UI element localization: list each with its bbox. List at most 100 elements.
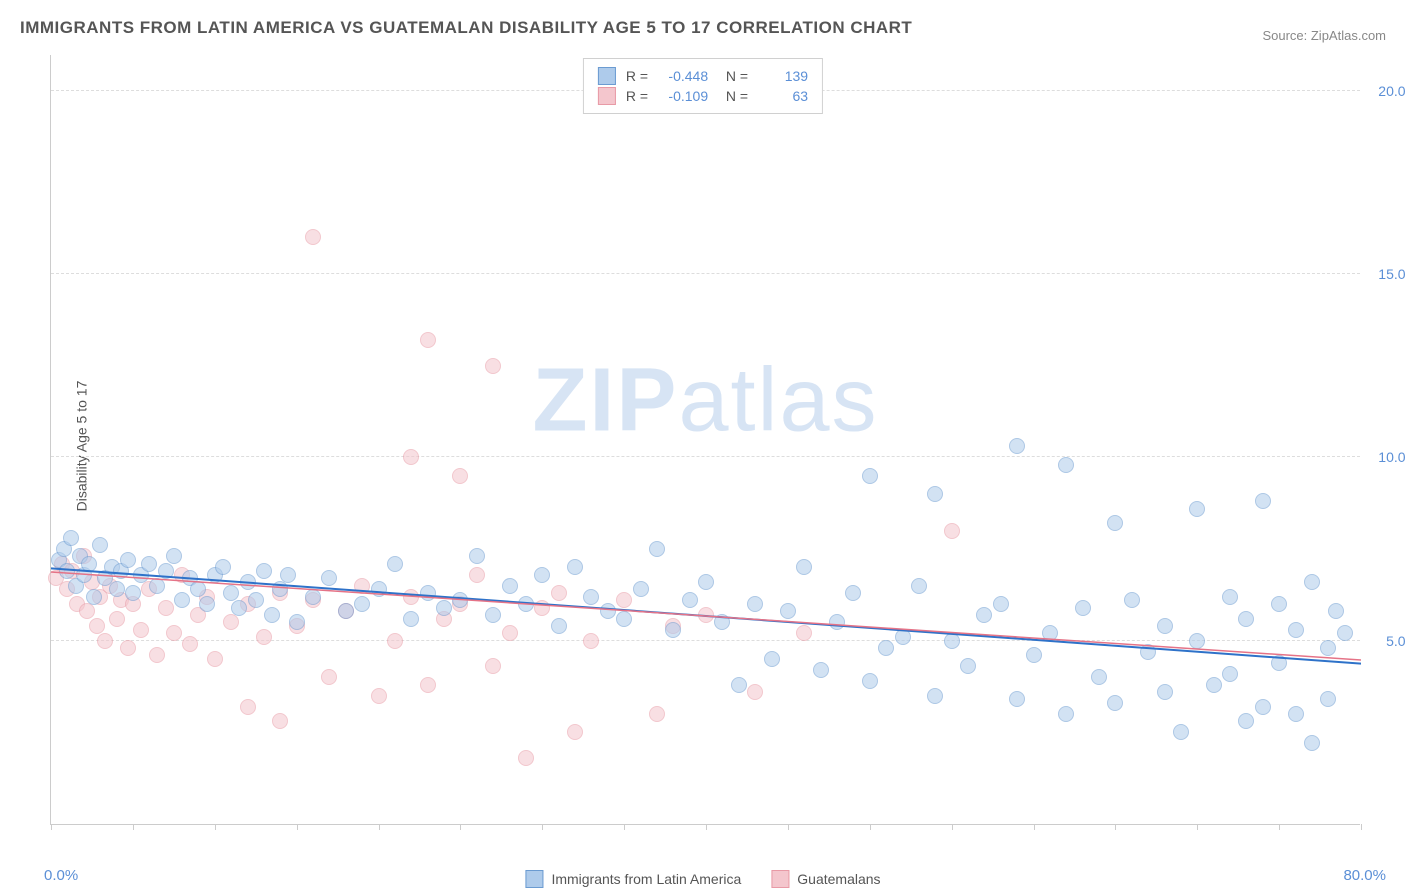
scatter-point [731, 677, 747, 693]
scatter-point [960, 658, 976, 674]
scatter-point [485, 607, 501, 623]
scatter-point [190, 581, 206, 597]
watermark: ZIPatlas [532, 350, 878, 453]
scatter-point [895, 629, 911, 645]
scatter-point [780, 603, 796, 619]
scatter-point [698, 574, 714, 590]
x-tick [460, 824, 461, 830]
scatter-point [371, 581, 387, 597]
scatter-point [1173, 724, 1189, 740]
scatter-point [747, 596, 763, 612]
scatter-point [1271, 655, 1287, 671]
scatter-point [256, 629, 272, 645]
scatter-point [141, 556, 157, 572]
x-tick [1361, 824, 1362, 830]
x-tick [952, 824, 953, 830]
scatter-point [534, 567, 550, 583]
scatter-point [354, 578, 370, 594]
scatter-point [502, 578, 518, 594]
scatter-point [845, 585, 861, 601]
scatter-point [158, 563, 174, 579]
x-tick [1034, 824, 1035, 830]
scatter-point [1222, 589, 1238, 605]
legend-swatch [598, 87, 616, 105]
gridline: 10.0% [51, 456, 1360, 457]
scatter-point [1009, 691, 1025, 707]
scatter-point [1288, 622, 1304, 638]
legend-n-value: 63 [758, 88, 808, 104]
legend-row: R = -0.109 N = 63 [598, 87, 808, 105]
scatter-point [1337, 625, 1353, 641]
legend-n-label: N = [718, 88, 748, 104]
scatter-point [927, 688, 943, 704]
chart-title: IMMIGRANTS FROM LATIN AMERICA VS GUATEMA… [20, 18, 912, 38]
scatter-point [1026, 647, 1042, 663]
scatter-point [649, 706, 665, 722]
gridline: 5.0% [51, 640, 1360, 641]
legend-item: Guatemalans [771, 870, 880, 888]
scatter-point [149, 578, 165, 594]
scatter-point [89, 618, 105, 634]
scatter-point [92, 537, 108, 553]
legend-swatch [525, 870, 543, 888]
scatter-point [223, 614, 239, 630]
scatter-point [551, 585, 567, 601]
x-tick [1115, 824, 1116, 830]
scatter-point [1124, 592, 1140, 608]
scatter-point [1206, 677, 1222, 693]
x-tick [133, 824, 134, 830]
legend-r-value: -0.109 [658, 88, 708, 104]
scatter-point [1157, 618, 1173, 634]
scatter-point [944, 633, 960, 649]
scatter-point [207, 651, 223, 667]
scatter-point [862, 468, 878, 484]
scatter-point [1009, 438, 1025, 454]
scatter-point [1304, 735, 1320, 751]
scatter-point [305, 229, 321, 245]
scatter-point [149, 647, 165, 663]
x-tick [624, 824, 625, 830]
scatter-point [223, 585, 239, 601]
scatter-point [1222, 666, 1238, 682]
scatter-point [63, 530, 79, 546]
series-legend: Immigrants from Latin America Guatemalans [525, 870, 880, 888]
scatter-point [1058, 706, 1074, 722]
scatter-point [289, 614, 305, 630]
scatter-point [109, 611, 125, 627]
y-tick-label: 10.0% [1378, 449, 1406, 465]
legend-label: Immigrants from Latin America [551, 871, 741, 887]
scatter-point [125, 585, 141, 601]
scatter-point [1255, 493, 1271, 509]
scatter-point [1320, 640, 1336, 656]
scatter-point [518, 750, 534, 766]
scatter-point [649, 541, 665, 557]
scatter-point [583, 633, 599, 649]
x-axis-min-label: 0.0% [44, 867, 78, 884]
y-tick-label: 15.0% [1378, 266, 1406, 282]
legend-r-label: R = [626, 88, 648, 104]
scatter-point [231, 600, 247, 616]
scatter-point [387, 556, 403, 572]
scatter-point [97, 633, 113, 649]
scatter-point [403, 589, 419, 605]
chart-container: IMMIGRANTS FROM LATIN AMERICA VS GUATEMA… [0, 0, 1406, 892]
scatter-point [1140, 644, 1156, 660]
legend-swatch [598, 67, 616, 85]
scatter-point [665, 622, 681, 638]
scatter-point [1075, 600, 1091, 616]
scatter-point [1271, 596, 1287, 612]
scatter-point [796, 625, 812, 641]
gridline: 15.0% [51, 273, 1360, 274]
scatter-point [567, 724, 583, 740]
scatter-point [452, 468, 468, 484]
scatter-point [714, 614, 730, 630]
scatter-point [1320, 691, 1336, 707]
scatter-point [1189, 633, 1205, 649]
scatter-point [993, 596, 1009, 612]
x-tick [706, 824, 707, 830]
scatter-point [59, 563, 75, 579]
scatter-point [256, 563, 272, 579]
scatter-point [583, 589, 599, 605]
y-tick-label: 20.0% [1378, 83, 1406, 99]
scatter-point [420, 585, 436, 601]
